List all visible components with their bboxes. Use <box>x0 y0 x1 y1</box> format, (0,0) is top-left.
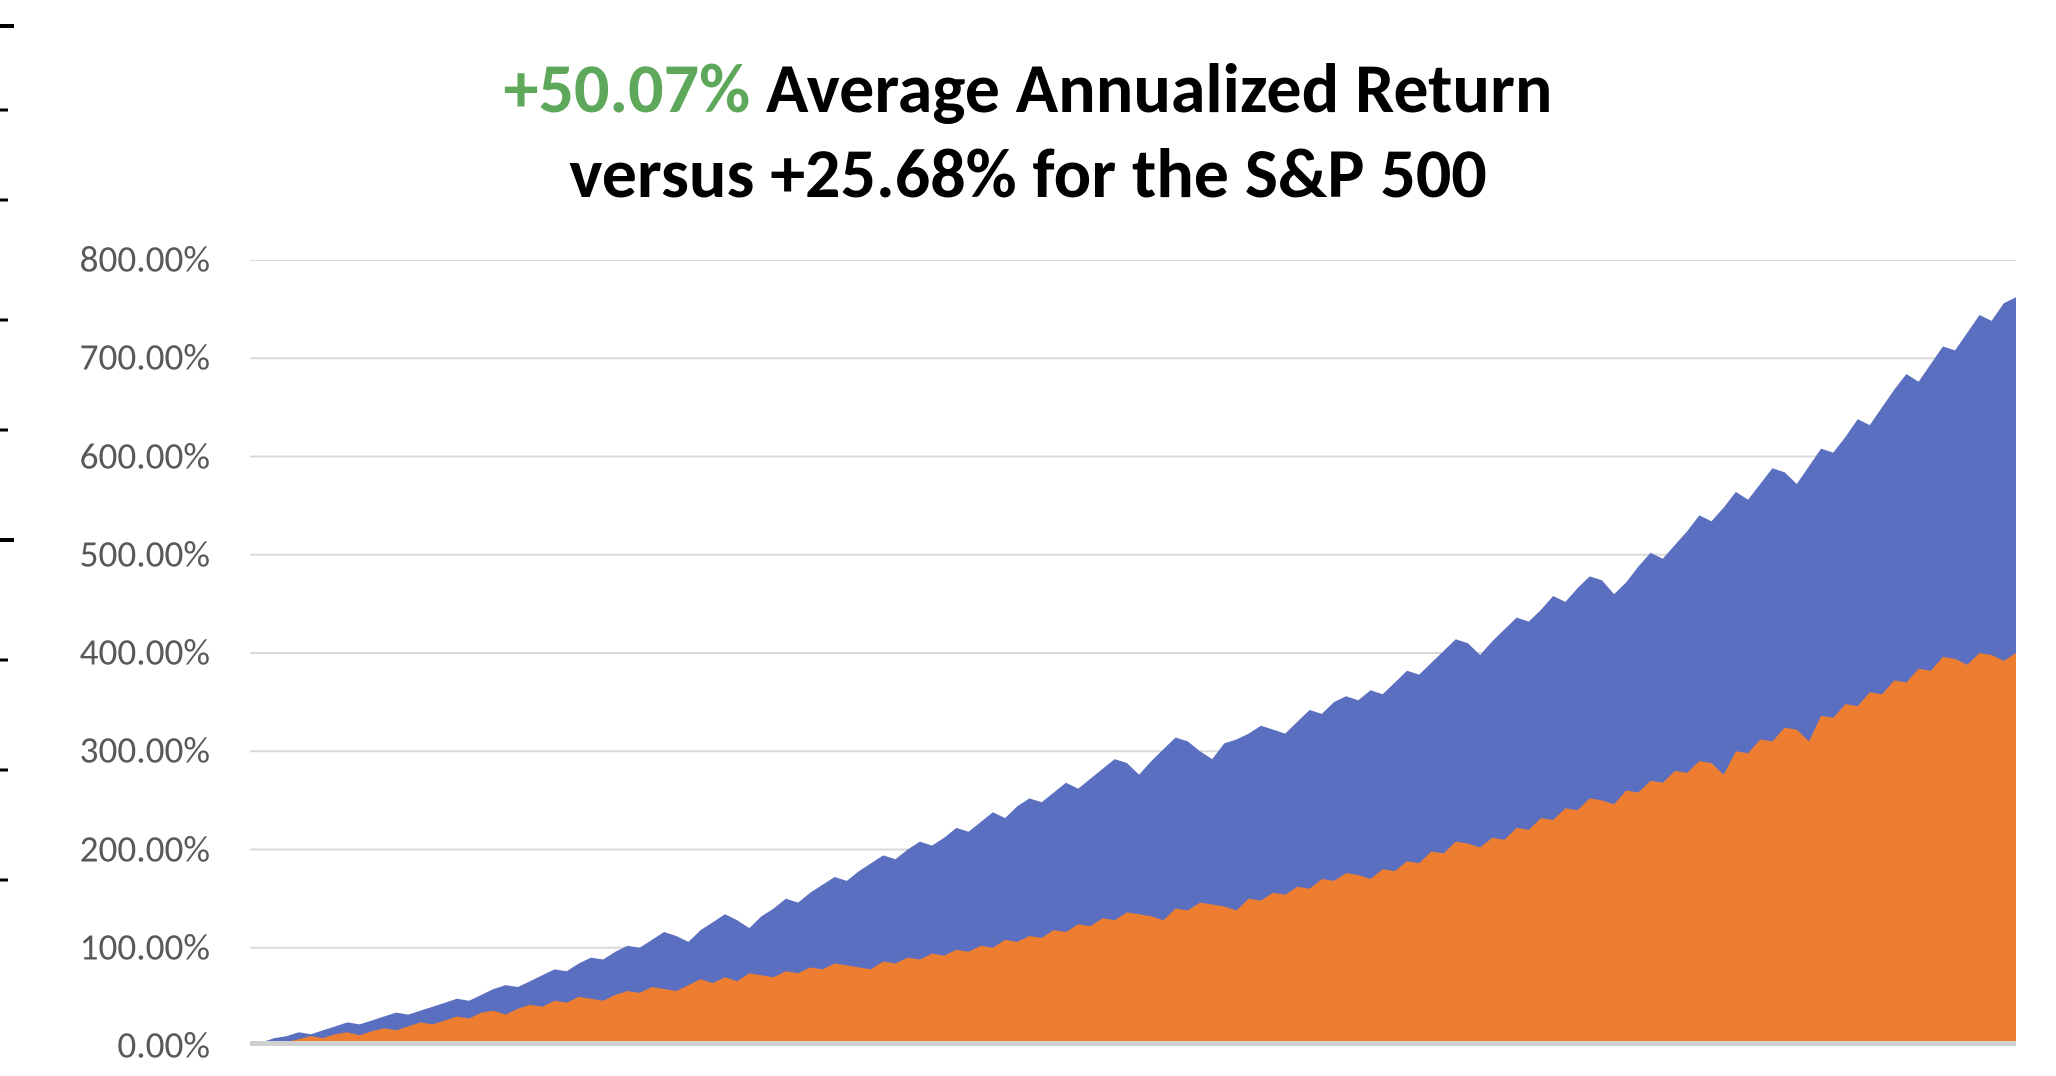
y-axis-labels: 0.00%100.00%200.00%300.00%400.00%500.00%… <box>0 260 230 1046</box>
chart-title: +50.07% Average Annualized Return versus… <box>0 46 2056 217</box>
y-tick-label: 700.00% <box>80 336 210 381</box>
y-tick-label: 0.00% <box>117 1024 210 1069</box>
y-tick-label: 200.00% <box>80 827 210 872</box>
y-tick-label: 500.00% <box>80 532 210 577</box>
plot-svg <box>250 260 2016 1046</box>
y-tick-label: 800.00% <box>80 238 210 283</box>
y-tick-label: 600.00% <box>80 434 210 479</box>
y-tick-label: 300.00% <box>80 729 210 774</box>
y-tick-label: 100.00% <box>80 925 210 970</box>
y-tick-label: 400.00% <box>80 631 210 676</box>
title-line-2: versus +25.68% for the S&P 500 <box>0 131 2056 216</box>
title-line-1: +50.07% Average Annualized Return <box>0 46 2056 131</box>
title-line1-rest: Average Annualized Return <box>750 45 1552 131</box>
plot-area <box>250 260 2016 1046</box>
title-highlight-value: +50.07% <box>504 45 751 131</box>
chart-container: +50.07% Average Annualized Return versus… <box>0 0 2056 1076</box>
